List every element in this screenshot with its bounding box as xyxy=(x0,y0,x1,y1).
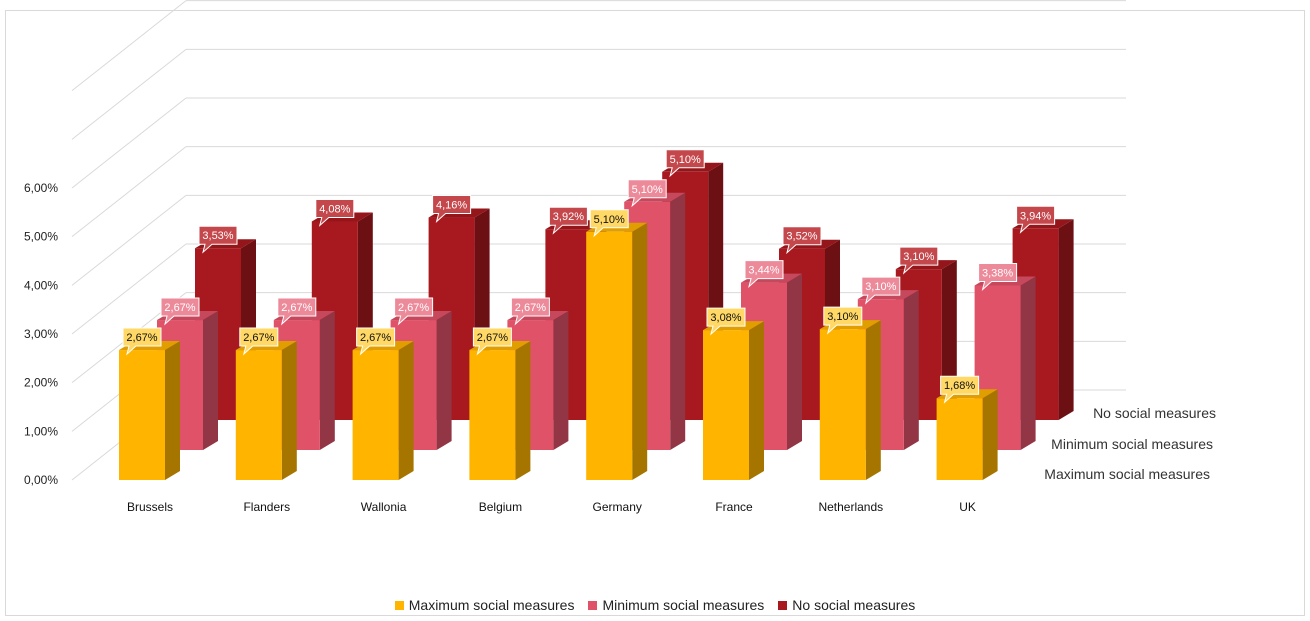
data-label: 3,94% xyxy=(1016,205,1056,234)
data-label: 3,53% xyxy=(198,225,238,254)
legend: Maximum social measures Minimum social me… xyxy=(0,597,1310,613)
bar xyxy=(119,341,180,480)
data-label: 3,10% xyxy=(823,306,863,335)
data-label-text: 3,10% xyxy=(865,281,896,293)
category-label: Belgium xyxy=(479,500,522,514)
data-label: 3,10% xyxy=(899,246,939,275)
bars xyxy=(119,162,1074,481)
legend-swatch xyxy=(778,601,788,610)
data-label-text: 3,53% xyxy=(202,230,233,242)
data-label-text: 1,68% xyxy=(944,380,975,392)
data-label-text: 2,67% xyxy=(281,302,312,314)
data-label-text: 4,08% xyxy=(319,203,350,215)
gridline xyxy=(71,97,1126,189)
data-label-text: 3,44% xyxy=(748,265,779,277)
data-label: 4,08% xyxy=(315,198,355,227)
category-label: Wallonia xyxy=(361,500,407,514)
data-label-text: 5,10% xyxy=(632,184,663,196)
y-tick-label: 5,00% xyxy=(24,230,58,244)
bar xyxy=(819,320,881,480)
data-label-text: 2,67% xyxy=(477,332,508,344)
legend-label: Maximum social measures xyxy=(408,597,575,613)
depth-label: Minimum social measures xyxy=(1051,436,1213,452)
data-label: 3,44% xyxy=(744,260,784,289)
bar xyxy=(703,321,764,480)
category-label: Netherlands xyxy=(818,500,883,514)
category-label: Flanders xyxy=(243,500,290,514)
legend-swatch xyxy=(394,601,404,610)
bar xyxy=(469,341,531,480)
data-label-text: 3,52% xyxy=(786,231,817,243)
y-tick-label: 4,00% xyxy=(24,278,58,292)
data-label-text: 3,94% xyxy=(1020,210,1051,222)
data-label-text: 2,67% xyxy=(243,332,274,344)
data-label: 3,08% xyxy=(706,307,746,336)
gridline xyxy=(71,146,1126,238)
data-label: 3,38% xyxy=(978,263,1018,291)
data-label: 3,10% xyxy=(861,276,901,305)
bar xyxy=(352,341,414,480)
data-label: 4,16% xyxy=(432,195,472,223)
y-tick-label: 3,00% xyxy=(24,327,58,341)
data-label: 2,67% xyxy=(160,297,200,326)
depth-label: No social measures xyxy=(1093,405,1216,421)
data-label-text: 2,67% xyxy=(398,302,429,314)
data-label-text: 5,10% xyxy=(670,154,701,166)
data-label: 5,10% xyxy=(665,149,705,178)
depth-axis-labels: No social measures Minimum social measure… xyxy=(1044,405,1216,482)
data-labels: 3,53% 4,08% 4,16% 3,92% 5,10% 3,52% 3,10% 3,94%… xyxy=(122,149,1056,404)
data-label-text: 2,67% xyxy=(126,332,157,344)
data-label-text: 2,67% xyxy=(360,332,391,344)
data-label: 2,67% xyxy=(122,327,162,356)
data-label: 2,67% xyxy=(239,327,279,356)
bar xyxy=(974,276,1036,450)
legend-item: No social measures xyxy=(778,597,915,613)
y-tick-label: 2,00% xyxy=(24,376,58,390)
bar xyxy=(235,341,297,480)
data-label-text: 2,67% xyxy=(164,302,195,314)
legend-item: Maximum social measures xyxy=(394,597,575,613)
data-label: 3,52% xyxy=(782,226,822,255)
legend-label: Minimum social measures xyxy=(602,597,765,613)
bar xyxy=(936,389,998,480)
data-label: 5,10% xyxy=(627,179,667,208)
depth-label: Maximum social measures xyxy=(1044,466,1210,482)
data-label-text: 3,08% xyxy=(710,312,741,324)
data-label: 2,67% xyxy=(510,297,550,326)
legend-item: Minimum social measures xyxy=(588,597,764,613)
data-label: 5,10% xyxy=(589,209,629,238)
category-label: France xyxy=(715,500,753,514)
data-label: 2,67% xyxy=(356,327,396,356)
data-label-text: 5,10% xyxy=(594,214,625,226)
data-label: 1,68% xyxy=(940,375,980,404)
data-label-text: 3,10% xyxy=(903,251,934,263)
y-tick-label: 0,00% xyxy=(24,473,58,487)
y-tick-label: 6,00% xyxy=(24,181,58,195)
gridline xyxy=(71,48,1126,140)
chart-frame xyxy=(5,10,1305,616)
data-label-text: 4,16% xyxy=(436,200,467,212)
data-label-text: 3,10% xyxy=(827,311,858,323)
y-axis-ticks: 0,00% 1,00% 2,00% 3,00% 4,00% 5,00% 6,00% xyxy=(24,181,58,487)
legend-label: No social measures xyxy=(792,597,916,613)
data-label-text: 2,67% xyxy=(515,302,546,314)
bar xyxy=(586,222,648,481)
category-label: Brussels xyxy=(127,500,173,514)
data-label-text: 3,38% xyxy=(982,268,1013,280)
data-label: 2,67% xyxy=(277,297,317,326)
legend-swatch xyxy=(588,601,598,610)
data-label: 2,67% xyxy=(394,297,434,326)
category-label: Germany xyxy=(593,500,642,514)
chart-area: 0,00% 1,00% 2,00% 3,00% 4,00% 5,00% 6,00% 3,53%… xyxy=(24,0,1216,514)
data-label: 2,67% xyxy=(472,327,512,356)
x-axis-labels: Brussels Flanders Wallonia Belgium Germany Fr… xyxy=(127,500,976,514)
data-label-text: 3,92% xyxy=(553,211,584,223)
gridline xyxy=(71,0,1126,92)
y-tick-label: 1,00% xyxy=(24,424,58,438)
category-label: UK xyxy=(959,500,976,514)
data-label: 3,92% xyxy=(548,206,588,235)
